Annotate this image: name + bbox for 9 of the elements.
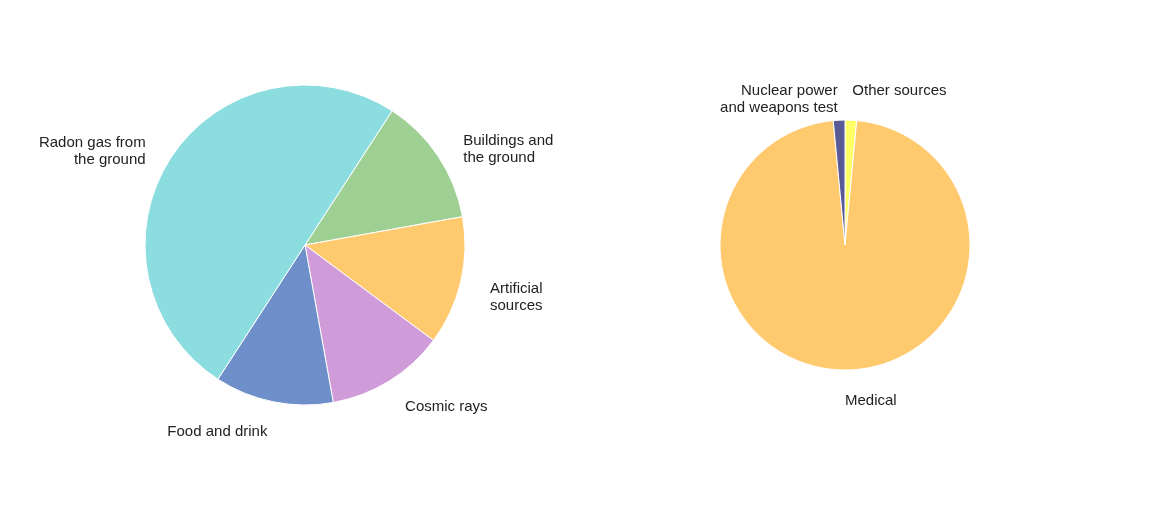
slice-label: Radon gas from the ground <box>38 132 146 167</box>
slice-label: Cosmic rays <box>405 397 488 415</box>
slice-label: Other sources <box>852 81 947 99</box>
slice-label: Artificial sources <box>489 279 543 314</box>
slice-label: Nuclear power and weapons test <box>720 81 839 116</box>
pie-slice <box>719 120 971 371</box>
slice-label: Food and drink <box>167 422 268 440</box>
slice-label: Medical <box>845 391 897 408</box>
slice-label: Buildings and the ground <box>463 130 554 165</box>
